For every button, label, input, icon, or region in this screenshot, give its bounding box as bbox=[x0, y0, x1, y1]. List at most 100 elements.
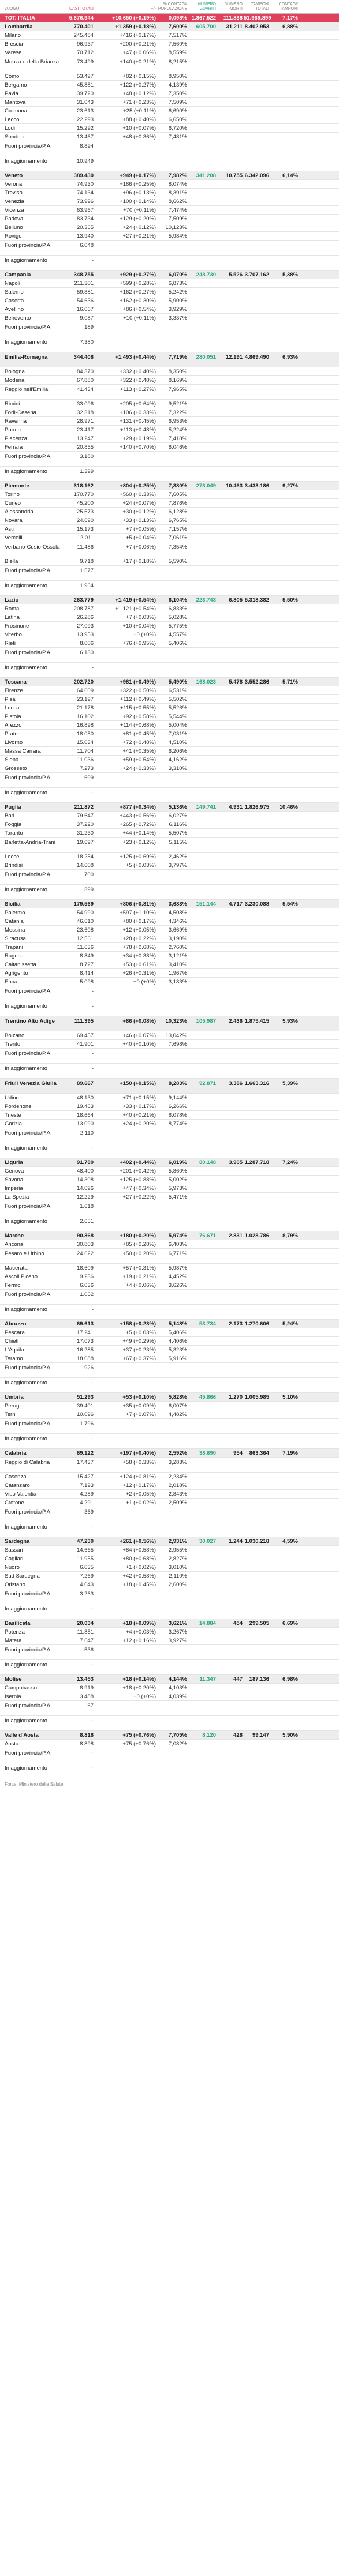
row-name: Agrigento bbox=[5, 970, 28, 977]
row-name: Valle d'Aosta bbox=[5, 1732, 39, 1738]
row-value: 46.610 bbox=[76, 918, 94, 925]
row-value: +19 (+0.21%) bbox=[122, 1273, 156, 1280]
row-value: 2,955% bbox=[168, 1546, 187, 1553]
row-name: Vicenza bbox=[5, 206, 24, 213]
row-value: 5.676.944 bbox=[69, 14, 94, 21]
row-name: Enna bbox=[5, 978, 18, 985]
row-value: 6.048 bbox=[80, 242, 94, 249]
row-value: 24.622 bbox=[76, 1251, 94, 1257]
row-value: 4,346% bbox=[168, 918, 187, 925]
province-row: Fuori provincia/P.A. 1.618 bbox=[0, 1201, 339, 1216]
province-row: Fuori provincia/P.A. 700 bbox=[0, 870, 339, 885]
row-name: In aggiornamento bbox=[5, 1306, 47, 1313]
row-name: Arezzo bbox=[5, 722, 22, 729]
row-value: 10.096 bbox=[76, 1411, 94, 1418]
row-value: +4 (+0.03%) bbox=[125, 1628, 156, 1635]
row-value: 45.866 bbox=[199, 1394, 216, 1400]
row-name: Ragusa bbox=[5, 952, 24, 959]
row-value: +0 (+0%) bbox=[133, 1693, 156, 1700]
row-value: 4,59% bbox=[282, 1538, 298, 1545]
row-value: 7,418% bbox=[168, 435, 187, 442]
row-value: 8,774% bbox=[168, 1120, 187, 1127]
row-value: 16.102 bbox=[76, 713, 94, 720]
row-name: Campania bbox=[5, 271, 31, 278]
row-value: 8.849 bbox=[80, 952, 94, 959]
province-row: Aosta 8.898 +75 (+0.76%) 7,082% bbox=[0, 1740, 339, 1748]
province-row: In aggiornamento 399 bbox=[0, 885, 339, 900]
row-name: Fuori provincia/P.A. bbox=[5, 1203, 52, 1210]
row-name: Reggio di Calabria bbox=[5, 1459, 50, 1466]
row-name: Fuori provincia/P.A. bbox=[5, 1703, 52, 1709]
row-name: Fuori provincia/P.A. bbox=[5, 1421, 52, 1427]
row-name: Frosinone bbox=[5, 622, 29, 629]
row-value: +44 (+0.14%) bbox=[122, 829, 156, 836]
row-name: Umbria bbox=[5, 1394, 24, 1400]
province-row: Reggio di Calabria 17.437 +58 (+0.33%) 3,28… bbox=[0, 1458, 339, 1473]
row-name: Roma bbox=[5, 605, 20, 612]
row-value: 8,559% bbox=[168, 49, 187, 56]
row-value: 263.779 bbox=[73, 596, 94, 603]
row-value: 3,929% bbox=[168, 306, 187, 313]
row-name: Trapani bbox=[5, 944, 23, 951]
province-row: Pavia 39.720 +48 (+0.12%) 7,350% bbox=[0, 89, 339, 98]
row-value: +24 (+0.12%) bbox=[122, 224, 156, 231]
row-value: 5,502% bbox=[168, 696, 187, 703]
row-value: 189 bbox=[84, 324, 94, 331]
row-value: 389.430 bbox=[73, 172, 94, 179]
row-name: Bari bbox=[5, 812, 14, 819]
row-value: 11.036 bbox=[77, 756, 94, 763]
row-value: +112 (+0.49%) bbox=[120, 696, 156, 703]
row-value: 11.704 bbox=[77, 748, 94, 754]
row-value: 6,027% bbox=[168, 812, 187, 819]
region-row: Molise 13.453 +18 (+0.14%) 4,144% 11.347 447 1… bbox=[0, 1675, 339, 1684]
province-row: In aggiornamento - bbox=[0, 1378, 339, 1393]
row-value: 1.270 bbox=[229, 1394, 243, 1400]
province-row: Asti 15.173 +7 (+0.05%) 7,157% bbox=[0, 525, 339, 534]
row-value: +34 (+0.38%) bbox=[122, 952, 156, 959]
row-value: +140 (+0.70%) bbox=[120, 444, 156, 450]
row-value: +200 (+0.21%) bbox=[120, 40, 156, 47]
row-name: Sassari bbox=[5, 1546, 23, 1553]
row-value: 7,698% bbox=[168, 1041, 187, 1047]
row-value: - bbox=[91, 257, 94, 264]
region-row: Puglia 211.872 +877 (+0.34%) 5,136% 149.741 4… bbox=[0, 803, 339, 812]
row-value: +85 (+0.28%) bbox=[122, 1241, 156, 1248]
row-value: 8,950% bbox=[168, 73, 187, 80]
province-row: Fuori provincia/P.A. 2.110 bbox=[0, 1128, 339, 1143]
province-row: Parma 23.417 +113 (+0.48%) 5,224% bbox=[0, 426, 339, 434]
source-footer: Fonte: Ministero della Salute bbox=[5, 1782, 64, 1787]
row-value: 23.608 bbox=[76, 926, 94, 933]
row-name: Caserta bbox=[5, 297, 24, 304]
province-row: Imperia 14.096 +47 (+0.34%) 5,973% bbox=[0, 1184, 339, 1193]
row-value: 32.318 bbox=[76, 409, 94, 416]
row-name: Marche bbox=[5, 1232, 24, 1239]
province-row: Mantova 31.043 +71 (+0.23%) 7,509% bbox=[0, 98, 339, 107]
province-row: Frosinone 27.093 +10 (+0.04%) 5,775% bbox=[0, 622, 339, 630]
row-value: 7,24% bbox=[282, 1159, 298, 1166]
row-value: 53.734 bbox=[199, 1320, 216, 1327]
row-value: 7.273 bbox=[80, 765, 94, 772]
row-value: 59.881 bbox=[76, 288, 94, 295]
row-name: Verona bbox=[5, 181, 23, 187]
province-row: Prato 18.050 +81 (+0.45%) 7,031% bbox=[0, 730, 339, 738]
row-value: 8,283% bbox=[168, 1080, 187, 1087]
row-value: 2,110% bbox=[169, 1572, 187, 1579]
row-name: Treviso bbox=[5, 189, 23, 196]
row-value: +40 (+0.10%) bbox=[122, 1041, 156, 1047]
row-value: +5 (+0.04%) bbox=[125, 534, 156, 541]
row-name: Terni bbox=[5, 1411, 17, 1418]
row-value: 6,873% bbox=[168, 280, 187, 287]
row-value: 6,93% bbox=[282, 354, 298, 361]
row-value: 13.467 bbox=[76, 133, 94, 140]
row-value: +75 (+0.76%) bbox=[122, 1732, 156, 1738]
province-row: Caltanissetta 8.727 +53 (+0.61%) 3,410% bbox=[0, 960, 339, 969]
row-name: In aggiornamento bbox=[5, 1524, 47, 1530]
row-value: +180 (+0.20%) bbox=[120, 1232, 156, 1239]
row-name: Oristano bbox=[5, 1581, 25, 1588]
row-value: 90.368 bbox=[76, 1232, 94, 1239]
province-row: Benevento 9.087 +10 (+0.11%) 3,337% bbox=[0, 314, 339, 322]
row-value: +1 (+0.02%) bbox=[125, 1564, 156, 1571]
row-value: 5,984% bbox=[168, 232, 187, 239]
row-value: 6,403% bbox=[168, 1241, 187, 1248]
province-row: Cagliari 11.955 +80 (+0.68%) 2,827% bbox=[0, 1554, 339, 1563]
